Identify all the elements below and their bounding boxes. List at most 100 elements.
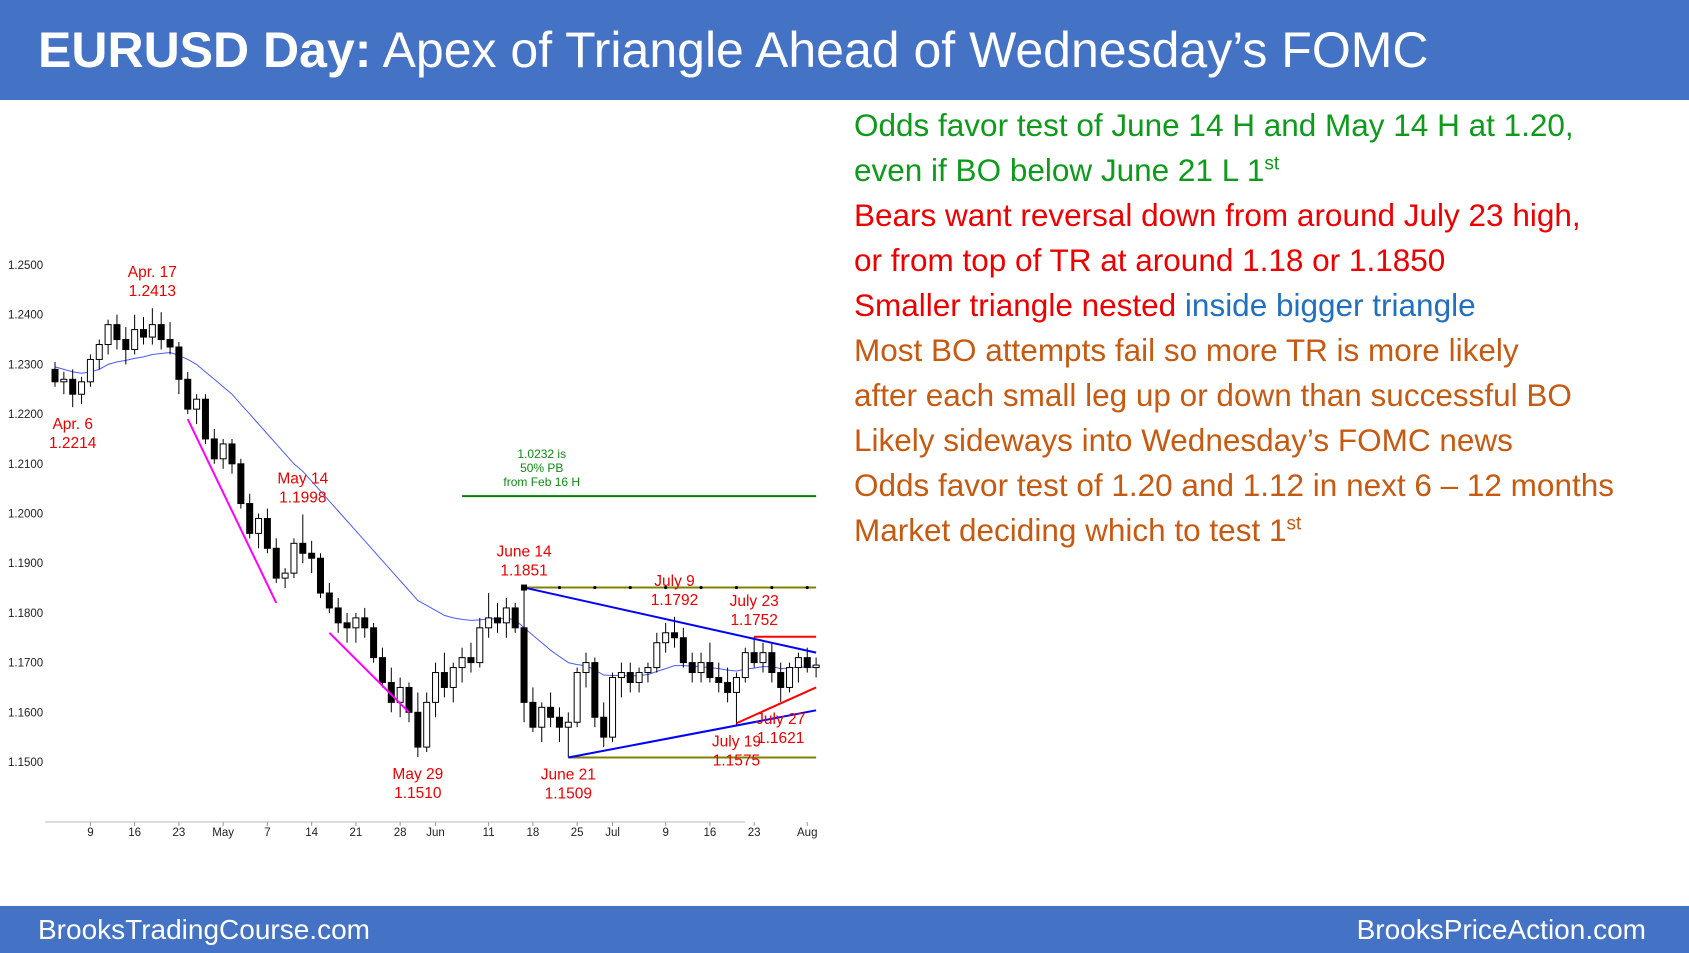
x-tick-label: 11 (483, 827, 495, 839)
x-tick-label: 9 (87, 827, 93, 839)
candle-body-up (60, 378, 68, 383)
candle-body-down (547, 706, 555, 718)
candle (485, 593, 493, 638)
candle (325, 583, 333, 613)
candle (387, 667, 395, 713)
candle-body-up (653, 642, 661, 669)
candle (679, 627, 687, 668)
candle-body-up (148, 324, 156, 338)
candle-body-down (51, 368, 59, 383)
candle (166, 322, 174, 355)
annotation-date: July 23 (730, 593, 779, 610)
x-tick-label: 18 (527, 827, 540, 839)
candle (467, 642, 475, 673)
x-tick-label: 23 (173, 827, 186, 839)
candle (263, 508, 271, 554)
candle-body-up (449, 667, 457, 688)
candle (290, 538, 298, 579)
candle (662, 622, 670, 653)
candle-body-down (299, 542, 307, 554)
note-superscript: st (1264, 153, 1280, 175)
candle-body-up (538, 706, 546, 728)
candle-body-down (494, 617, 501, 624)
candle (60, 371, 68, 395)
candle-body-down (671, 632, 678, 639)
y-tick-label: 1.2100 (8, 459, 43, 471)
footer-right-link[interactable]: BrooksPriceAction.com (1356, 914, 1646, 945)
x-tick-label: May (212, 827, 234, 839)
candle-body-up (78, 381, 86, 395)
note-text: or from top of TR at around 1.18 or 1.18… (854, 242, 1446, 278)
footer-left-link[interactable]: BrooksTradingCourse.com (38, 914, 370, 945)
candle (547, 692, 555, 728)
candle-body-up (617, 672, 625, 679)
candle (352, 612, 360, 643)
note-line: Bears want reversal down from around Jul… (854, 193, 1684, 238)
candle-body-up (609, 677, 617, 738)
candle (582, 652, 590, 688)
candle (140, 317, 147, 345)
candle-body-up (759, 652, 767, 664)
candle (104, 319, 112, 355)
candle (706, 642, 714, 683)
candle (520, 587, 528, 723)
candle (759, 642, 767, 673)
range-high-dot (770, 585, 774, 590)
candle (653, 632, 661, 673)
candle (343, 612, 351, 643)
candle (777, 662, 785, 702)
wedge-line-1 (186, 418, 278, 604)
big-triangle-bottom (568, 709, 817, 759)
annotation-price: 1.1575 (713, 753, 760, 770)
candle (281, 568, 289, 589)
commentary-notes: Odds favor test of June 14 H and May 14 … (854, 103, 1684, 553)
candle (476, 617, 484, 668)
candle (458, 647, 466, 683)
candle-body-down (529, 701, 537, 728)
candle-body-down (228, 443, 236, 465)
note-line: Smaller triangle nested inside bigger tr… (854, 283, 1684, 328)
y-tick-label: 1.2200 (8, 409, 43, 421)
note-line: Odds favor test of June 14 H and May 14 … (854, 103, 1684, 148)
candle-body-down (272, 547, 280, 579)
candle-body-up (786, 667, 794, 688)
candle (555, 707, 563, 743)
wedge-line-2 (328, 632, 410, 714)
candle-body-down (184, 378, 192, 410)
candle (724, 667, 732, 703)
candle (405, 682, 413, 723)
x-tick-label: 16 (128, 827, 141, 839)
candle-body-down (263, 517, 271, 549)
candle (78, 376, 86, 405)
candlestick-chart: 1.2500 1.2400 1.2300 1.2200 1.2100 1.2000 1.19… (8, 260, 820, 839)
candle (502, 597, 510, 638)
candle-body-up (502, 607, 510, 624)
note-line: even if BO below June 21 L 1st (854, 148, 1684, 193)
annotation-date: June 14 (496, 544, 552, 561)
annotation-price: 1.1621 (757, 730, 804, 747)
candle (361, 607, 369, 638)
candle (272, 538, 280, 584)
candle (334, 597, 342, 633)
note-text: Market deciding which to test 1 (854, 512, 1287, 548)
candle-body-down (237, 463, 245, 505)
candle-body-up (662, 632, 670, 644)
candle-body-down (405, 686, 413, 713)
candle-body-down (210, 438, 218, 460)
candle-body-down (768, 652, 776, 674)
candle-body-down (246, 503, 254, 534)
candle-body-up (219, 443, 227, 460)
candle-body-down (715, 677, 723, 683)
y-tick-label: 1.2000 (8, 509, 43, 521)
candle-body-down (325, 592, 333, 609)
y-tick-label: 1.2300 (8, 359, 43, 371)
candle-body-down (343, 622, 351, 629)
candle-body-down (122, 339, 130, 350)
annotation-date: Apr. 6 (52, 416, 93, 433)
candle (697, 652, 705, 683)
candle (750, 636, 758, 668)
candle-body-up (432, 672, 440, 703)
note-line: Likely sideways into Wednesday’s FOMC ne… (854, 418, 1684, 463)
candle-body-down (520, 627, 528, 703)
candle-body-down (679, 637, 687, 664)
